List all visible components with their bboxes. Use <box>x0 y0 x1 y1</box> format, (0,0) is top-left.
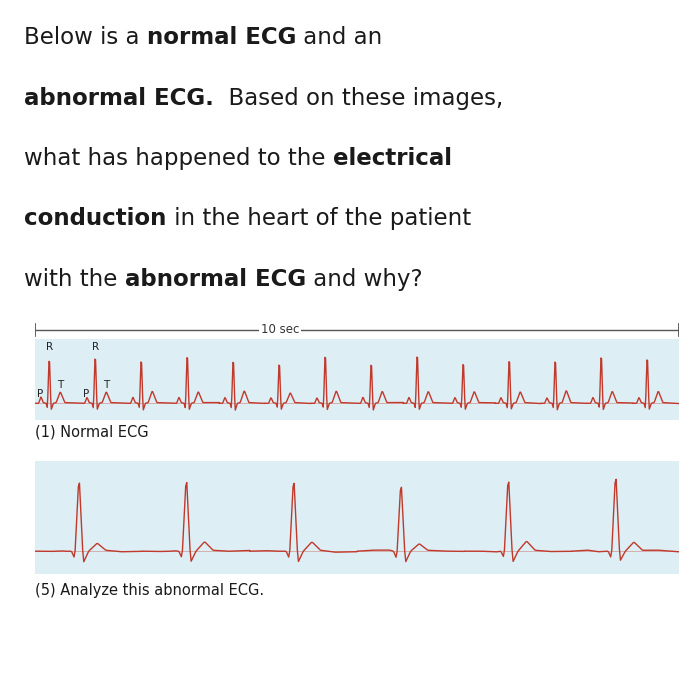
Text: (5) Analyze this abnormal ECG.: (5) Analyze this abnormal ECG. <box>35 583 264 598</box>
Text: conduction: conduction <box>25 207 167 230</box>
Text: normal ECG: normal ECG <box>147 26 296 49</box>
Text: (1) Normal ECG: (1) Normal ECG <box>35 425 148 440</box>
Text: P: P <box>83 389 90 399</box>
Text: with the: with the <box>25 268 125 290</box>
Text: R: R <box>92 342 99 352</box>
Text: Below is a: Below is a <box>25 26 147 49</box>
Text: 10 sec: 10 sec <box>260 323 299 336</box>
Text: and an: and an <box>296 26 383 49</box>
Text: what has happened to the: what has happened to the <box>25 147 333 170</box>
Text: P: P <box>37 389 43 399</box>
Text: abnormal ECG.: abnormal ECG. <box>25 87 214 109</box>
Text: T: T <box>57 380 64 391</box>
Text: in the heart of the patient: in the heart of the patient <box>167 207 470 230</box>
Text: T: T <box>103 380 109 391</box>
Text: electrical: electrical <box>333 147 452 170</box>
Text: R: R <box>46 342 52 352</box>
Text: and why?: and why? <box>306 268 423 290</box>
Text: abnormal ECG: abnormal ECG <box>125 268 306 290</box>
Text: Based on these images,: Based on these images, <box>214 87 503 109</box>
